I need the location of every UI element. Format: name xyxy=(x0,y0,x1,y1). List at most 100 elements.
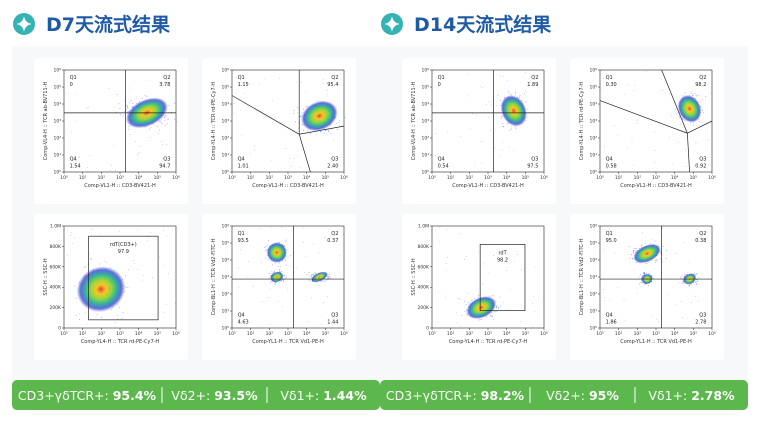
y-axis-label: SSC-H :: SSC-H xyxy=(43,258,49,296)
event-dot xyxy=(609,299,611,301)
x-tick-label: 10⁵ xyxy=(154,175,162,181)
plot: 10⁰ 10¹ 10² 10³ 10⁴ 10⁵ 10⁶ 10⁰ 10¹ 10² 10³ 10⁴ 10⁵ 1… xyxy=(211,68,348,190)
x-tick-label: 10⁰ xyxy=(60,331,68,337)
event-dot xyxy=(633,248,635,250)
x-tick-label: 10¹ xyxy=(79,331,87,337)
y-tick-label: 10⁰ xyxy=(221,326,229,332)
x-tick-label: 10² xyxy=(98,175,106,181)
event-dot xyxy=(128,126,130,127)
event-dot xyxy=(106,261,108,263)
quadrant-value: 2.40 xyxy=(327,164,338,170)
event-dot xyxy=(666,250,667,251)
event-dot xyxy=(514,260,516,262)
event-dot xyxy=(144,94,146,96)
event-dot xyxy=(340,72,341,74)
event-dot xyxy=(438,227,440,229)
event-dot xyxy=(696,280,698,282)
event-dot xyxy=(535,266,537,268)
event-dot xyxy=(136,96,138,98)
gate-name: rdT(CD3+) xyxy=(110,242,137,248)
event-dot xyxy=(533,152,535,154)
event-dot xyxy=(126,105,128,107)
y-tick-label: 10¹ xyxy=(589,153,597,159)
event-dot xyxy=(312,274,314,276)
event-dot xyxy=(656,260,658,262)
x-tick-label: 10⁵ xyxy=(154,331,162,337)
plot-card xyxy=(402,58,556,204)
event-dot xyxy=(304,271,306,273)
event-dot xyxy=(109,170,111,171)
event-dot xyxy=(164,116,166,118)
x-tick-label: 10² xyxy=(466,331,474,337)
event-dot xyxy=(638,283,640,285)
event-dot xyxy=(640,274,642,276)
event-dot xyxy=(175,121,177,123)
event-dot xyxy=(316,133,317,135)
event-dot xyxy=(464,300,466,302)
y-tick-label: 10⁰ xyxy=(589,326,597,332)
quadrant-name: Q3 xyxy=(531,157,538,163)
quadrant-name: Q1 xyxy=(238,75,245,81)
event-dot xyxy=(324,280,326,282)
x-tick-label: 10⁰ xyxy=(60,175,68,181)
event-dot xyxy=(667,293,668,295)
event-dot xyxy=(522,101,524,103)
y-tick-label: 10⁵ xyxy=(421,85,429,91)
event-dot xyxy=(682,281,684,283)
event-dot xyxy=(660,253,662,255)
quadrant-name: Q2 xyxy=(699,231,706,237)
event-dot xyxy=(492,295,494,296)
event-dot xyxy=(266,244,268,246)
event-dot xyxy=(174,102,175,104)
y-tick-label: 10⁰ xyxy=(53,170,61,176)
event-dot xyxy=(281,306,283,308)
event-dot xyxy=(626,147,628,149)
event-dot xyxy=(481,319,483,321)
x-tick-label: 10⁶ xyxy=(540,331,548,337)
event-dot xyxy=(691,91,693,93)
event-dot xyxy=(623,299,625,301)
event-dot xyxy=(89,154,91,156)
event-dot xyxy=(265,246,267,248)
event-dot xyxy=(533,296,535,298)
event-dot xyxy=(656,318,658,320)
event-dot xyxy=(86,107,88,109)
event-dot xyxy=(524,90,526,92)
event-dot xyxy=(296,107,298,109)
event-dot xyxy=(166,115,168,117)
title-icon-star xyxy=(384,16,400,32)
event-dot xyxy=(683,104,685,106)
y-tick-label: 10⁴ xyxy=(53,102,61,108)
event-dot xyxy=(146,95,147,97)
y-tick-label: 800K xyxy=(49,244,62,250)
x-axis-label: Comp-YL1-H :: TCR Vd1-PE-H xyxy=(620,339,692,345)
event-dot xyxy=(446,263,448,264)
event-dot xyxy=(309,280,311,282)
event-dot xyxy=(240,249,242,251)
event-dot xyxy=(285,241,287,242)
event-dot xyxy=(518,96,520,98)
event-dot xyxy=(85,265,87,267)
event-dot xyxy=(531,303,533,305)
event-dot xyxy=(101,316,102,318)
event-dot xyxy=(632,258,634,260)
event-dot xyxy=(633,90,634,92)
gate-name: rdT xyxy=(498,250,507,256)
x-tick-label: 10¹ xyxy=(247,331,255,337)
x-tick-label: 10⁵ xyxy=(522,331,530,337)
event-dot xyxy=(497,94,499,96)
event-dot xyxy=(86,324,88,326)
y-tick-label: 10⁶ xyxy=(589,68,597,74)
x-tick-label: 10⁵ xyxy=(522,175,530,181)
event-dot xyxy=(702,99,703,101)
event-dot xyxy=(109,288,111,290)
event-dot xyxy=(165,156,167,158)
event-dot xyxy=(641,282,642,284)
event-dot xyxy=(707,139,708,141)
event-dot xyxy=(270,275,272,277)
event-dot xyxy=(504,250,506,251)
event-dot xyxy=(79,319,80,321)
event-dot xyxy=(305,106,307,108)
quadrant-value: 1.15 xyxy=(238,82,249,88)
event-dot xyxy=(701,108,703,110)
